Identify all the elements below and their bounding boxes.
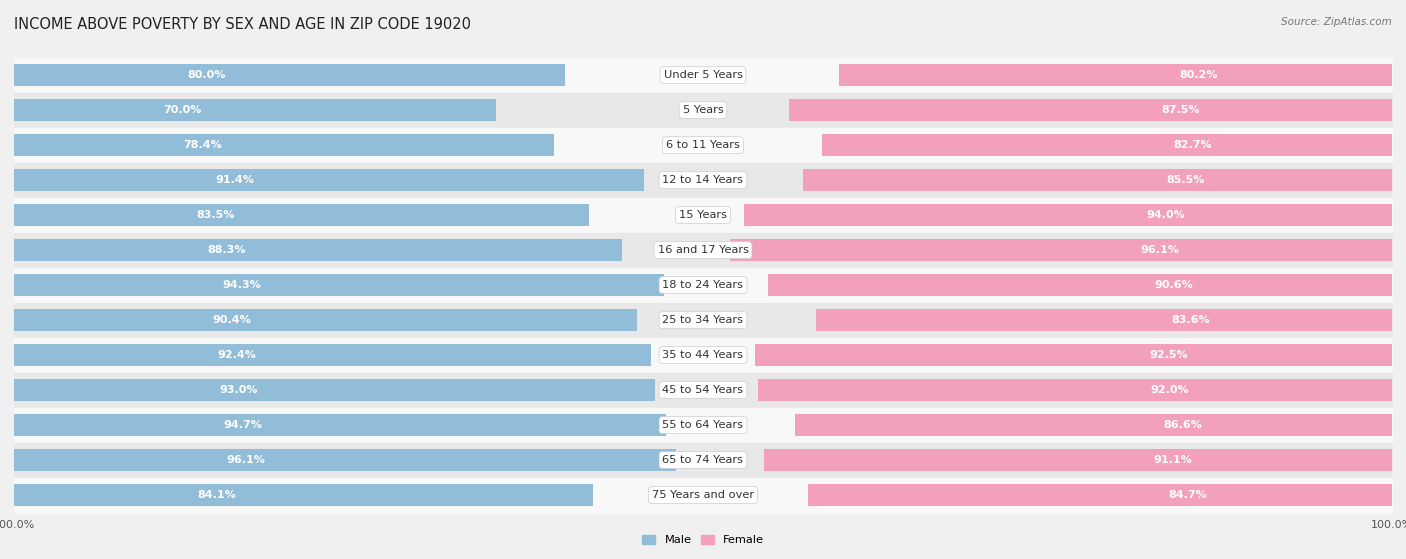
Text: 80.0%: 80.0% <box>188 70 226 80</box>
Text: Under 5 Years: Under 5 Years <box>664 70 742 80</box>
Bar <box>796 414 1392 436</box>
Bar <box>14 134 554 156</box>
Text: 82.7%: 82.7% <box>1173 140 1212 150</box>
Text: 78.4%: 78.4% <box>184 140 222 150</box>
Text: 6 to 11 Years: 6 to 11 Years <box>666 140 740 150</box>
Text: 70.0%: 70.0% <box>163 105 202 115</box>
Bar <box>730 239 1392 261</box>
Text: Source: ZipAtlas.com: Source: ZipAtlas.com <box>1281 17 1392 27</box>
Text: 91.4%: 91.4% <box>215 175 254 185</box>
Bar <box>14 64 565 86</box>
Text: 65 to 74 Years: 65 to 74 Years <box>662 455 744 465</box>
Bar <box>14 379 655 401</box>
Text: 90.4%: 90.4% <box>212 315 252 325</box>
Bar <box>14 344 651 366</box>
Bar <box>14 239 623 261</box>
Text: 25 to 34 Years: 25 to 34 Years <box>662 315 744 325</box>
Text: 96.1%: 96.1% <box>1140 245 1180 255</box>
Text: 87.5%: 87.5% <box>1161 105 1201 115</box>
Text: 84.7%: 84.7% <box>1168 490 1208 500</box>
Text: 75 Years and over: 75 Years and over <box>652 490 754 500</box>
Text: 86.6%: 86.6% <box>1164 420 1202 430</box>
Bar <box>803 169 1392 191</box>
Bar <box>768 274 1392 296</box>
Text: 15 Years: 15 Years <box>679 210 727 220</box>
Text: 18 to 24 Years: 18 to 24 Years <box>662 280 744 290</box>
Bar <box>14 204 589 226</box>
Bar <box>789 100 1392 121</box>
Bar <box>14 484 593 506</box>
Bar <box>14 100 496 121</box>
Bar <box>839 64 1392 86</box>
Text: 91.1%: 91.1% <box>1153 455 1192 465</box>
Text: 88.3%: 88.3% <box>208 245 246 255</box>
Text: 35 to 44 Years: 35 to 44 Years <box>662 350 744 360</box>
Text: 96.1%: 96.1% <box>226 455 266 465</box>
Text: 94.0%: 94.0% <box>1146 210 1185 220</box>
Text: INCOME ABOVE POVERTY BY SEX AND AGE IN ZIP CODE 19020: INCOME ABOVE POVERTY BY SEX AND AGE IN Z… <box>14 17 471 32</box>
Bar <box>14 169 644 191</box>
Bar <box>14 414 666 436</box>
Text: 5 Years: 5 Years <box>683 105 723 115</box>
Text: 94.3%: 94.3% <box>222 280 262 290</box>
Bar <box>808 484 1392 506</box>
Bar <box>755 344 1392 366</box>
Bar <box>14 309 637 331</box>
Text: 84.1%: 84.1% <box>197 490 236 500</box>
Text: 94.7%: 94.7% <box>224 420 262 430</box>
Text: 90.6%: 90.6% <box>1154 280 1192 290</box>
Bar <box>14 274 664 296</box>
Text: 92.5%: 92.5% <box>1150 350 1188 360</box>
Legend: Male, Female: Male, Female <box>637 530 769 550</box>
Bar <box>765 449 1392 471</box>
Text: 92.0%: 92.0% <box>1150 385 1189 395</box>
Bar <box>744 204 1392 226</box>
Text: 12 to 14 Years: 12 to 14 Years <box>662 175 744 185</box>
Text: 55 to 64 Years: 55 to 64 Years <box>662 420 744 430</box>
Text: 93.0%: 93.0% <box>219 385 257 395</box>
Text: 80.2%: 80.2% <box>1180 70 1218 80</box>
Bar <box>14 449 676 471</box>
Text: 85.5%: 85.5% <box>1167 175 1205 185</box>
Bar <box>823 134 1392 156</box>
Text: 83.5%: 83.5% <box>197 210 235 220</box>
Bar <box>758 379 1392 401</box>
Bar <box>815 309 1392 331</box>
Text: 83.6%: 83.6% <box>1171 315 1209 325</box>
Text: 92.4%: 92.4% <box>218 350 256 360</box>
Text: 45 to 54 Years: 45 to 54 Years <box>662 385 744 395</box>
Text: 16 and 17 Years: 16 and 17 Years <box>658 245 748 255</box>
